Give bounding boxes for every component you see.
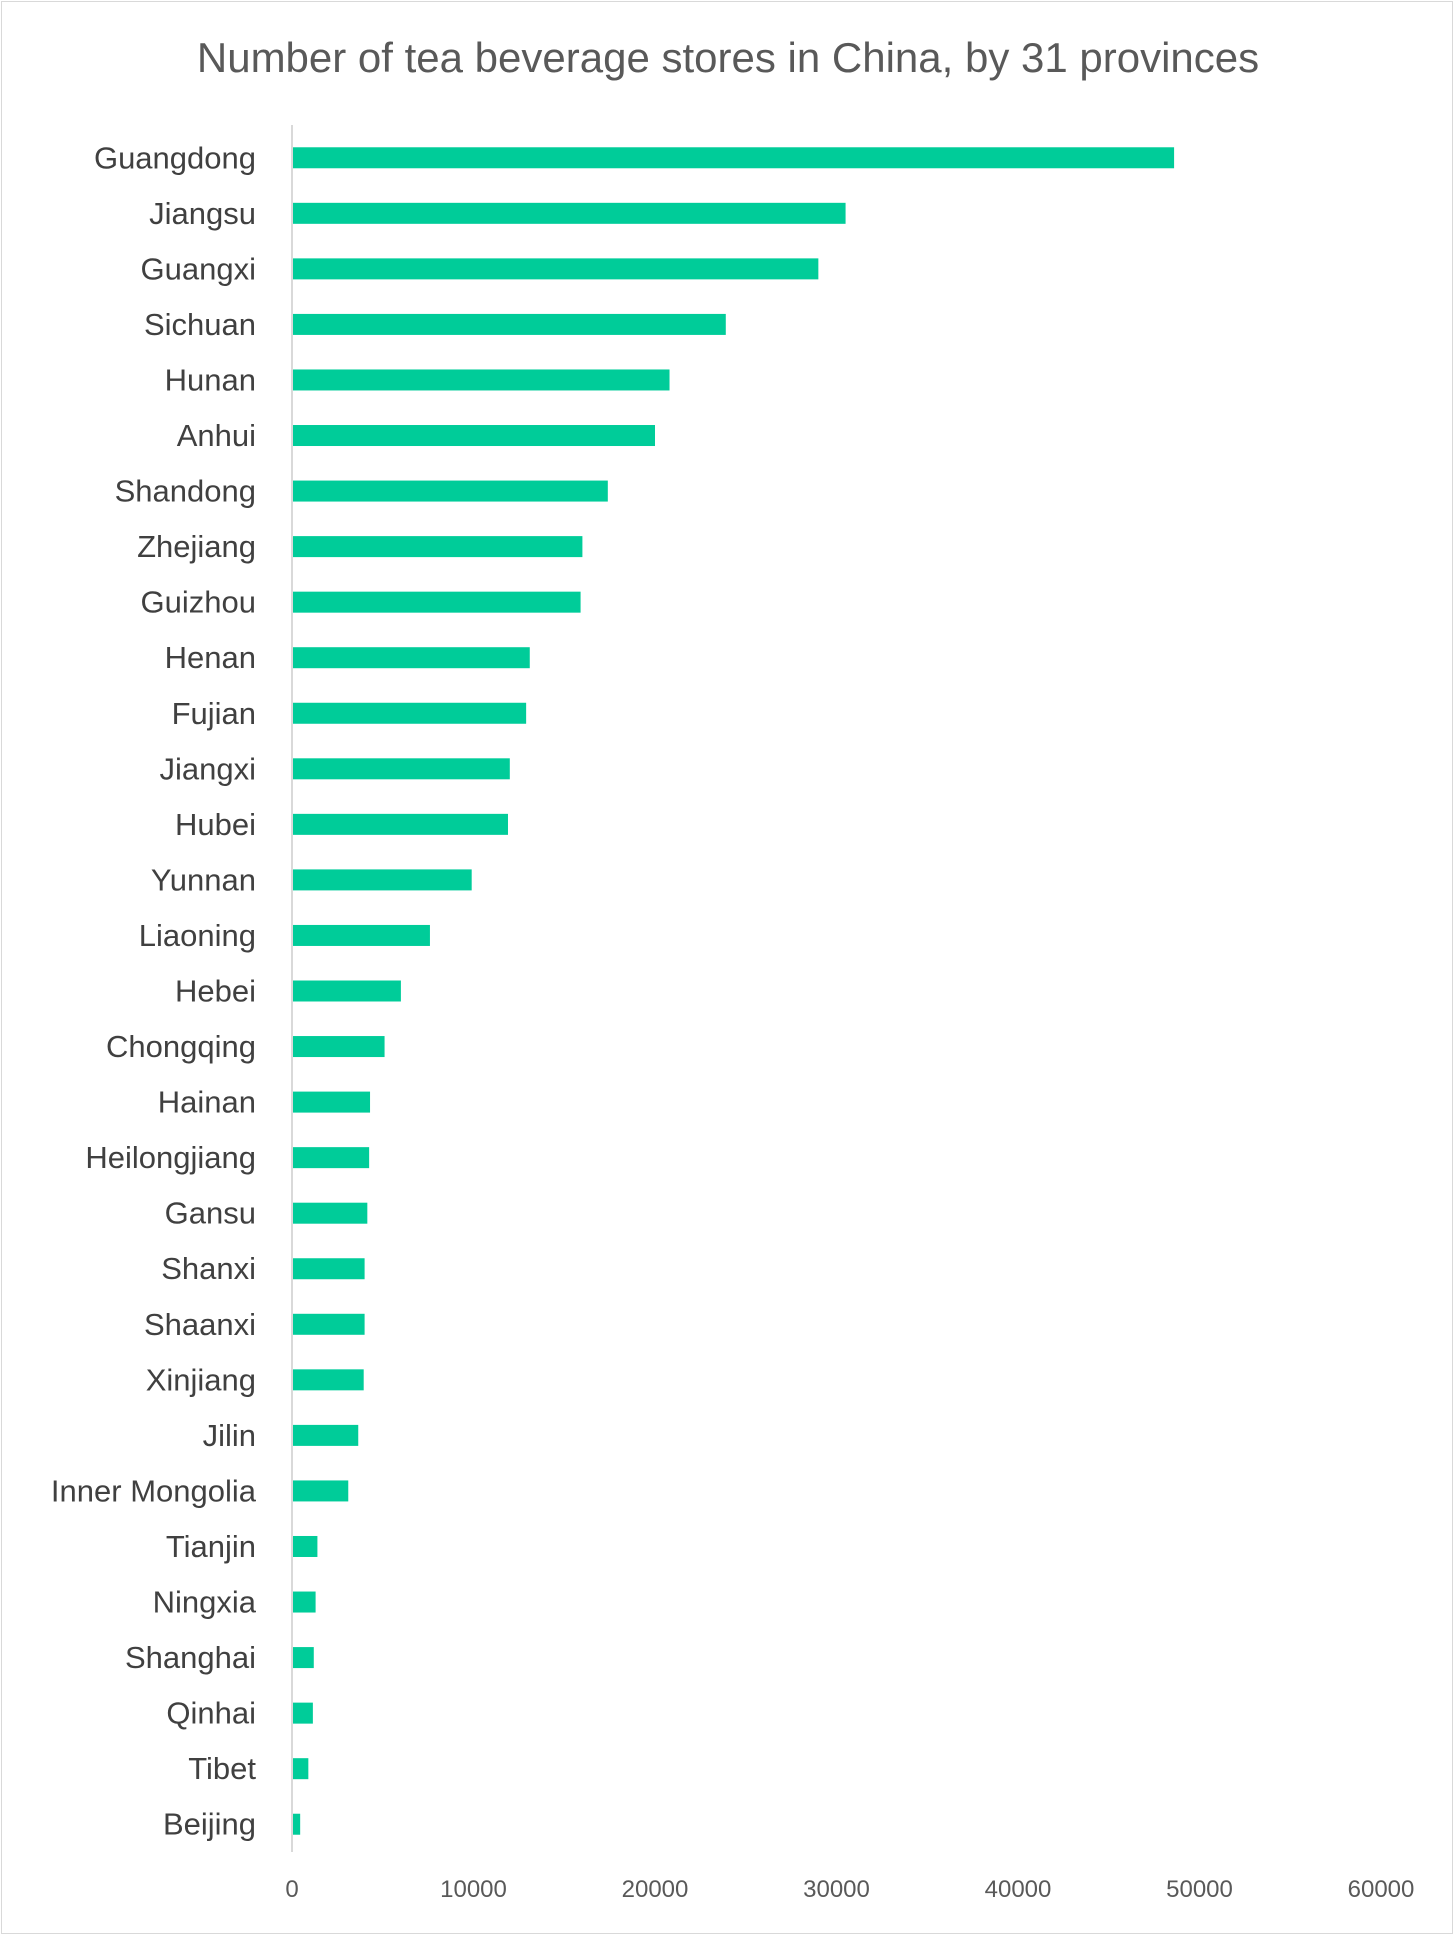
bar-hebei: [293, 980, 401, 1002]
bar-inner-mongolia: [293, 1480, 349, 1502]
x-tick-label: 40000: [985, 1876, 1052, 1903]
category-label: Shaanxi: [144, 1307, 256, 1342]
bar-hainan: [293, 1091, 371, 1113]
bar-beijing: [293, 1813, 301, 1835]
category-label: Beijing: [163, 1807, 256, 1842]
bar-tianjin: [293, 1535, 318, 1557]
bar-yunnan: [293, 869, 472, 891]
chart-title: Number of tea beverage stores in China, …: [196, 34, 1260, 81]
bar-sichuan: [293, 313, 726, 335]
category-label: Shanxi: [161, 1251, 256, 1286]
category-label: Liaoning: [139, 918, 256, 953]
bar-heilongjiang: [293, 1147, 370, 1169]
x-tick-label: 0: [285, 1876, 298, 1903]
bar-jilin: [293, 1424, 359, 1446]
category-label: Anhui: [177, 418, 256, 453]
bar-anhui: [293, 425, 655, 447]
bar-jiangxi: [293, 758, 510, 780]
category-label: Hubei: [175, 807, 256, 842]
bar-fujian: [293, 702, 527, 724]
bar-qinhai: [293, 1702, 313, 1724]
bar-xinjiang: [293, 1369, 364, 1391]
bar-shaanxi: [293, 1313, 365, 1335]
category-label: Yunnan: [151, 862, 256, 897]
category-label: Qinhai: [166, 1696, 256, 1731]
category-label: Hainan: [158, 1085, 256, 1120]
category-label: Hebei: [175, 974, 256, 1009]
bar-ningxia: [293, 1591, 316, 1613]
bar-henan: [293, 647, 530, 669]
bar-tibet: [293, 1758, 309, 1780]
x-tick-label: 60000: [1348, 1876, 1415, 1903]
bar-guangxi: [293, 258, 819, 280]
x-tick-label: 10000: [440, 1876, 507, 1903]
bar-hubei: [293, 813, 508, 835]
category-label: Guizhou: [141, 585, 256, 620]
category-label: Hunan: [165, 362, 256, 397]
x-tick-label: 50000: [1166, 1876, 1233, 1903]
category-label: Xinjiang: [146, 1362, 256, 1397]
category-label: Ningxia: [153, 1585, 257, 1620]
category-label: Sichuan: [144, 307, 256, 342]
bar-hunan: [293, 369, 670, 391]
category-label: Jiangxi: [160, 751, 257, 786]
bar-shandong: [293, 480, 608, 502]
bar-chongqing: [293, 1036, 385, 1058]
category-label: Gansu: [165, 1196, 256, 1231]
category-label: Chongqing: [106, 1029, 256, 1064]
category-label: Jiangsu: [149, 196, 256, 231]
bar-liaoning: [293, 924, 430, 946]
category-label: Guangxi: [141, 251, 256, 286]
bar-jiangsu: [293, 202, 846, 224]
bar-gansu: [293, 1202, 368, 1224]
category-label: Tibet: [188, 1751, 256, 1786]
category-label: Heilongjiang: [85, 1140, 256, 1175]
category-label: Jilin: [203, 1418, 256, 1453]
category-label: Henan: [165, 640, 256, 675]
category-label: Guangdong: [94, 140, 256, 175]
x-tick-label: 20000: [622, 1876, 689, 1903]
category-label: Inner Mongolia: [51, 1473, 257, 1508]
category-label: Tianjin: [166, 1529, 256, 1564]
category-label: Shanghai: [125, 1640, 256, 1675]
bar-shanghai: [293, 1647, 314, 1669]
bar-guangdong: [293, 147, 1175, 169]
category-label: Zhejiang: [137, 529, 256, 564]
category-label: Shandong: [115, 474, 256, 509]
bar-shanxi: [293, 1258, 365, 1280]
bar-guizhou: [293, 591, 581, 613]
category-label: Fujian: [172, 696, 256, 731]
x-tick-label: 30000: [803, 1876, 870, 1903]
bar-zhejiang: [293, 536, 583, 558]
